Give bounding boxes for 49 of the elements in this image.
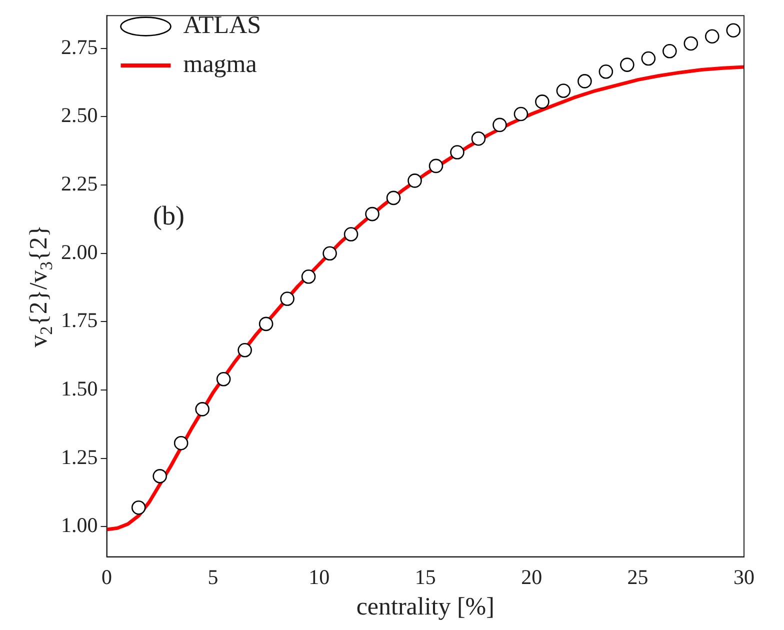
point xyxy=(535,94,550,109)
y-tick-label: 1.75 xyxy=(61,308,98,332)
y-tick-label: 2.50 xyxy=(61,103,98,128)
x-tick-label: 20 xyxy=(521,564,542,589)
y-tick-label: 2.75 xyxy=(61,34,98,59)
x-tick-label: 0 xyxy=(102,564,112,589)
point xyxy=(578,74,592,88)
legend-label: ATLAS xyxy=(183,12,262,40)
point xyxy=(365,206,380,222)
y-tick-label: 1.50 xyxy=(61,376,98,401)
y-axis-title: v2{2}/v3{2} xyxy=(26,224,56,348)
point xyxy=(471,131,486,146)
point xyxy=(620,58,634,72)
point xyxy=(662,44,677,58)
x-axis-title: centrality [%] xyxy=(356,594,494,621)
point xyxy=(556,84,571,98)
point xyxy=(174,436,188,450)
point xyxy=(514,106,528,122)
point xyxy=(641,51,656,66)
y-tick-label: 2.25 xyxy=(61,172,98,196)
point xyxy=(280,292,294,306)
x-tick-label: 15 xyxy=(414,564,436,589)
x-tick-label: 5 xyxy=(208,564,218,589)
point xyxy=(301,269,316,284)
x-tick-label: 10 xyxy=(308,564,330,589)
point xyxy=(344,227,358,242)
point xyxy=(131,500,146,515)
legend-label: magma xyxy=(183,51,257,78)
point xyxy=(450,145,464,160)
point xyxy=(492,118,507,132)
point xyxy=(704,29,720,44)
y-tick-label: 1.25 xyxy=(61,444,98,469)
point xyxy=(428,158,444,174)
point xyxy=(195,402,210,416)
point xyxy=(726,23,741,38)
point xyxy=(216,372,231,386)
x-tick-label: 25 xyxy=(627,564,648,589)
y-tick-label: 1.00 xyxy=(61,513,98,538)
y-tick-label: 2.00 xyxy=(61,240,98,264)
point xyxy=(238,343,252,358)
point xyxy=(598,64,614,79)
point xyxy=(152,469,168,484)
annotation: (b) xyxy=(153,200,184,231)
point xyxy=(322,246,337,261)
point xyxy=(684,36,698,51)
point xyxy=(258,316,274,332)
point xyxy=(386,190,401,206)
x-tick-label: 30 xyxy=(734,564,754,589)
point xyxy=(408,174,422,188)
